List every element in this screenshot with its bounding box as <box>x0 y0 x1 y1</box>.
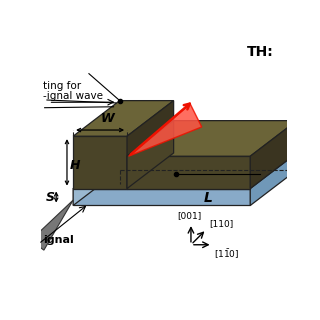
Polygon shape <box>73 153 297 188</box>
Polygon shape <box>127 121 297 156</box>
Text: [110]: [110] <box>209 219 233 228</box>
Text: [001]: [001] <box>177 211 202 220</box>
Text: W: W <box>101 112 115 125</box>
Polygon shape <box>250 121 297 188</box>
Text: [1$\bar{1}$0]: [1$\bar{1}$0] <box>214 247 239 261</box>
Text: ignal: ignal <box>43 235 74 245</box>
Polygon shape <box>31 200 73 250</box>
Text: S: S <box>46 190 55 204</box>
Polygon shape <box>250 153 297 205</box>
Text: TH:: TH: <box>247 44 274 59</box>
Polygon shape <box>73 153 120 205</box>
Polygon shape <box>73 136 127 188</box>
Text: ting for: ting for <box>43 81 81 91</box>
Text: -ignal wave: -ignal wave <box>43 91 103 101</box>
Polygon shape <box>127 100 174 188</box>
Text: L: L <box>204 191 213 205</box>
Polygon shape <box>73 188 250 205</box>
Polygon shape <box>129 104 202 156</box>
Polygon shape <box>127 121 174 188</box>
Text: H: H <box>70 159 81 172</box>
Polygon shape <box>127 156 250 188</box>
Polygon shape <box>73 100 174 136</box>
